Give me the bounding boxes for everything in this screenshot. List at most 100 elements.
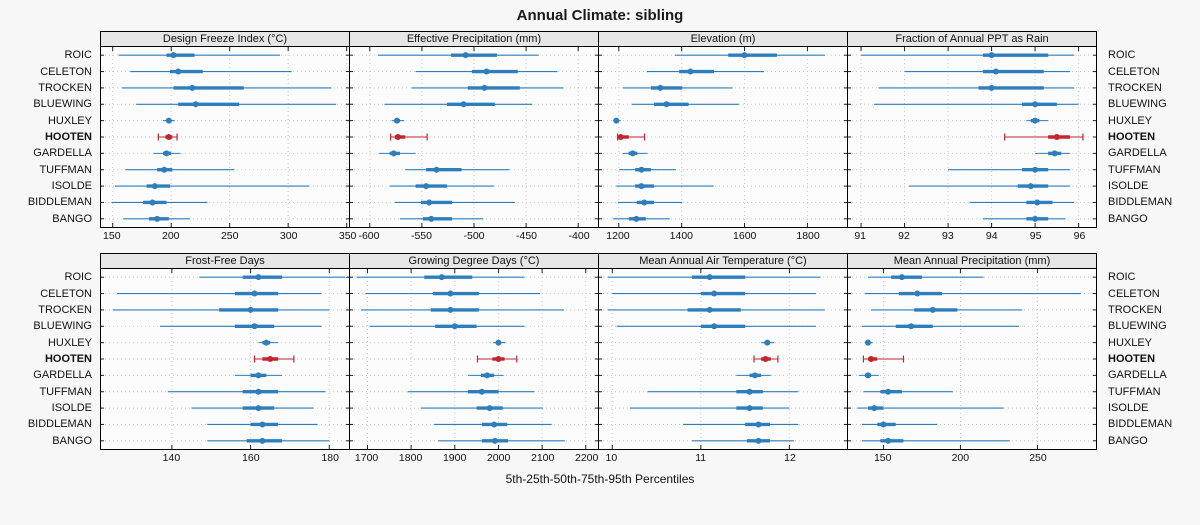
panel-row: ROIC CELETON TROCKEN BLUEWING HUXLEY HOOTEN GA…	[0, 253, 1200, 468]
median-dot	[898, 274, 905, 281]
x-axis: 10 11 12	[598, 450, 848, 468]
site-label-bango: BANGO	[52, 212, 92, 225]
site-label-roic: ROIC	[1108, 49, 1136, 62]
site-label-biddleman: BIDDLEMAN	[27, 418, 92, 431]
median-dot	[251, 323, 258, 330]
x-tick-label: 91	[854, 230, 866, 242]
median-dot	[706, 274, 713, 281]
median-dot	[885, 437, 892, 444]
median-dot	[914, 290, 921, 297]
site-label-isolde: ISOLDE	[51, 180, 92, 193]
site-label-huxley: HUXLEY	[1108, 114, 1153, 127]
median-dot	[423, 183, 430, 190]
x-tick-label: 12	[784, 452, 796, 464]
site-label-gardella: GARDELLA	[33, 147, 92, 160]
panel-strip-title: Design Freeze Index (°C)	[100, 31, 350, 46]
site-label-celeton: CELETON	[1108, 287, 1160, 300]
x-tick-label: 160	[242, 452, 260, 464]
panel-plot-area	[100, 268, 350, 450]
x-tick-label: -450	[516, 230, 538, 242]
site-label-gardella: GARDELLA	[1108, 369, 1167, 382]
x-tick-label: 2000	[486, 452, 511, 464]
panel-frost-free-days: Frost-Free Days 140 160 180	[100, 253, 350, 468]
panel-effective-precipitation-mm: Effective Precipitation (mm) -600 -550 -500…	[349, 31, 599, 246]
site-label-bluewing: BLUEWING	[33, 98, 92, 111]
x-tick-label: -500	[463, 230, 485, 242]
x-tick-label: 250	[1029, 452, 1047, 464]
site-label-hooten: HOOTEN	[1108, 353, 1156, 365]
median-dot	[478, 388, 485, 395]
median-dot	[755, 421, 762, 428]
panel-plot-area	[349, 268, 599, 450]
site-label-trocken: TROCKEN	[1108, 81, 1162, 94]
median-dot-highlight	[394, 134, 401, 140]
median-dot-highlight	[267, 356, 274, 362]
median-dot	[393, 117, 400, 124]
median-dot	[390, 150, 397, 157]
median-dot	[1032, 166, 1039, 173]
median-dot	[865, 372, 872, 379]
median-dot	[149, 199, 156, 206]
site-label-huxley: HUXLEY	[1108, 336, 1153, 349]
panel-plot	[350, 47, 598, 227]
median-dot	[746, 405, 753, 412]
median-dot	[251, 290, 258, 297]
x-axis: 1700 1800 1900 2000 2100 2200	[349, 450, 599, 468]
site-label-roic: ROIC	[64, 49, 93, 62]
median-dot	[1034, 199, 1041, 206]
panel-mean-annual-precipitation-mm: Mean Annual Precipitation (mm) 150 200 250	[847, 253, 1097, 468]
median-dot	[484, 372, 491, 379]
median-dot	[1032, 101, 1039, 108]
median-dot	[495, 339, 502, 346]
median-dot-highlight	[868, 356, 875, 362]
x-tick-label: 2100	[530, 452, 555, 464]
x-tick-label: 94	[985, 230, 998, 242]
site-label-celeton: CELETON	[40, 65, 92, 78]
x-tick-label: 200	[951, 452, 970, 464]
chart-title: Annual Climate: sibling	[516, 7, 684, 24]
panel-plot	[101, 269, 349, 449]
median-dot	[865, 339, 872, 346]
site-label-biddleman: BIDDLEMAN	[1108, 196, 1173, 209]
median-dot	[247, 306, 254, 313]
x-axis: 91 92 93 94 95 96	[847, 228, 1097, 246]
panel-row: ROIC CELETON TROCKEN BLUEWING HUXLEY HOOTEN GA…	[0, 31, 1200, 246]
site-label-bluewing: BLUEWING	[1108, 98, 1167, 111]
median-dot	[438, 274, 445, 281]
panel-plot	[599, 269, 847, 449]
panel-grid: ROIC CELETON TROCKEN BLUEWING HUXLEY HOOTEN GA…	[0, 31, 1200, 468]
panel-design-freeze-index-c: Design Freeze Index (°C) 150 200 250 300 350	[100, 31, 356, 246]
median-dot	[447, 290, 454, 297]
median-dot	[711, 323, 718, 330]
x-tick-label: 300	[279, 230, 298, 242]
site-label-isolde: ISOLDE	[1108, 180, 1149, 193]
panel-plot-area	[100, 46, 350, 228]
median-dot	[988, 84, 995, 91]
x-tick-label: 96	[1073, 230, 1086, 242]
x-tick-label: 350	[338, 230, 357, 242]
site-label-roic: ROIC	[1108, 271, 1136, 284]
median-dot-highlight	[1053, 134, 1060, 140]
panel-growing-degree-days-c: Growing Degree Days (°C) 1700 1800 1900 2000…	[349, 253, 599, 468]
median-dot	[428, 215, 435, 222]
panel-plot	[599, 47, 847, 227]
panel-plot-area	[349, 46, 599, 228]
x-tick-label: 1800	[796, 230, 820, 242]
median-dot	[255, 274, 262, 281]
panels-strip: Design Freeze Index (°C) 150 200 250 300 350 E…	[100, 31, 1100, 246]
panel-plot	[101, 47, 349, 227]
median-dot	[175, 68, 182, 75]
panel-elevation-m: Elevation (m) 1200 1400 1600 1800	[598, 31, 848, 246]
x-axis: 140 160 180	[100, 450, 350, 468]
median-dot-highlight	[165, 134, 172, 140]
site-label-tuffman: TUFFMAN	[1108, 385, 1161, 398]
site-labels-right: ROIC CELETON TROCKEN BLUEWING HUXLEY HOOTEN GA…	[1100, 269, 1200, 449]
median-dot	[1032, 117, 1039, 124]
median-dot	[1032, 215, 1039, 222]
x-tick-label: 1700	[354, 452, 379, 464]
site-label-huxley: HUXLEY	[47, 114, 92, 127]
median-dot	[929, 306, 936, 313]
site-label-bango: BANGO	[1108, 434, 1148, 447]
site-label-bluewing: BLUEWING	[33, 320, 92, 333]
median-dot	[259, 421, 266, 428]
